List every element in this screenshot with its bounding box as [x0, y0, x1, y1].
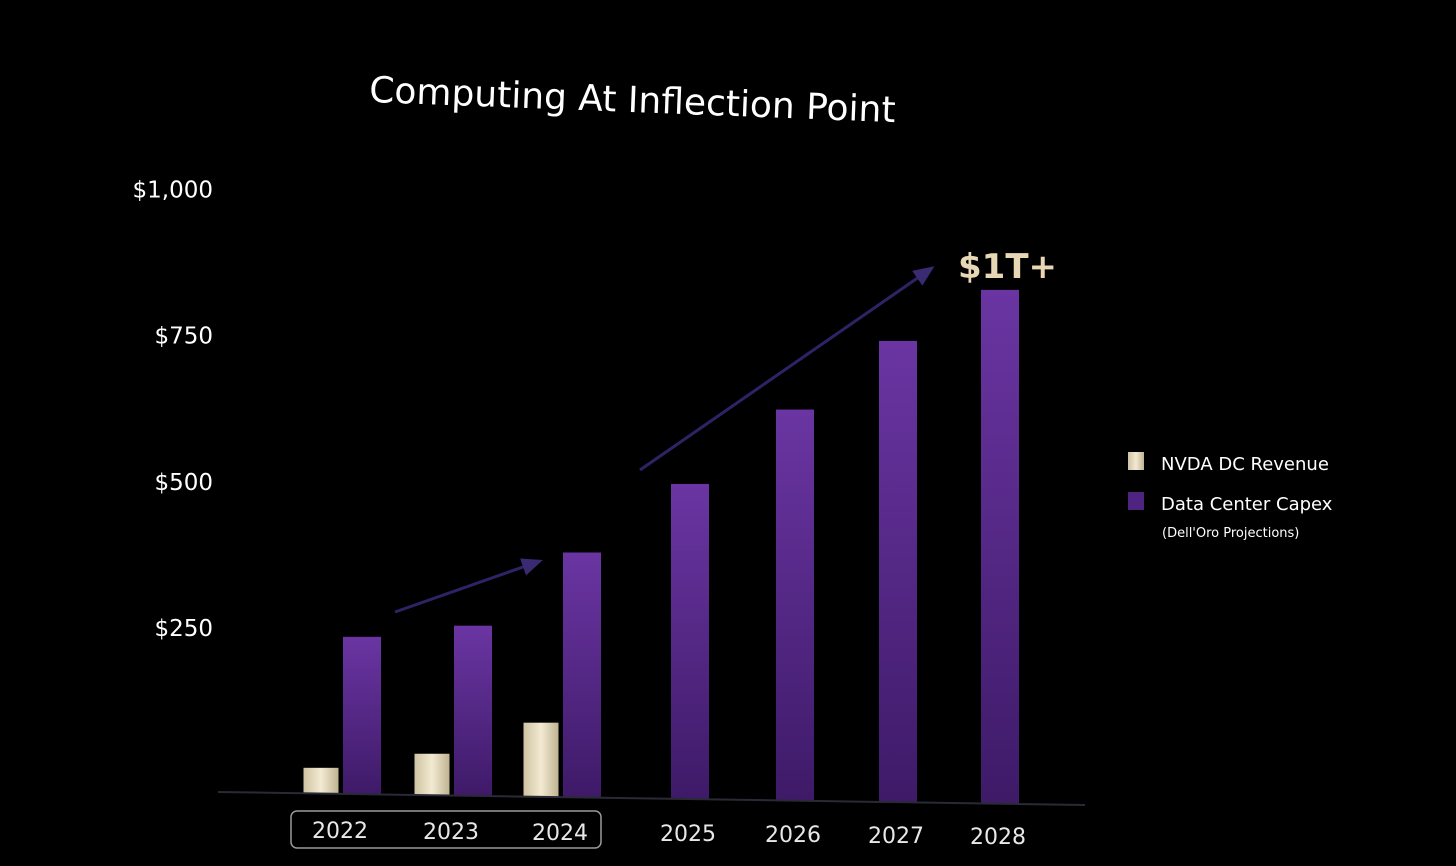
trend-arrow-historical: [394, 558, 543, 614]
legend-note-delloro-projections: (Dell'Oro Projections): [1162, 526, 1299, 541]
bar-data-center-capex-2025: [671, 483, 709, 800]
bar-nvda-dc-revenue-2022: [303, 767, 339, 794]
legend-swatch-data-center-capex: [1128, 492, 1144, 510]
y-tick-label-500: $500: [154, 470, 213, 496]
x-tick-label-2023: 2023: [423, 820, 479, 845]
bar-data-center-capex-2027: [879, 340, 917, 803]
chart-title: Computing At Inflection Point: [369, 70, 897, 131]
bar-data-center-capex-2024: [563, 552, 601, 798]
bar-nvda-dc-revenue-2024: [523, 722, 559, 798]
bar-data-center-capex-2028: [981, 289, 1019, 805]
bars: [303, 289, 1019, 805]
x-tick-label-2025: 2025: [660, 822, 716, 847]
x-tick-label-2024: 2024: [532, 821, 588, 846]
bar-data-center-capex-2026: [776, 409, 814, 801]
x-tick-label-2028: 2028: [970, 825, 1026, 850]
y-axis: $250 $500 $750 $1,000: [133, 177, 213, 642]
legend-label-data-center-capex: Data Center Capex: [1161, 494, 1333, 515]
trend-arrow-projection: [639, 266, 935, 472]
x-axis: 2022 2023 2024 2025 2026 2027 2028: [312, 819, 1026, 850]
x-tick-label-2026: 2026: [765, 823, 821, 848]
legend-entry-data-center-capex: Data Center Capex (Dell'Oro Projections): [1128, 492, 1333, 541]
x-tick-label-2022: 2022: [312, 819, 368, 844]
y-tick-label-1000: $1,000: [133, 177, 213, 203]
y-tick-label-250: $250: [154, 616, 213, 642]
annotation-1t-plus: $1T+: [958, 247, 1057, 287]
bar-data-center-capex-2023: [454, 625, 492, 796]
legend-swatch-nvda-dc-revenue: [1128, 452, 1144, 470]
y-tick-label-750: $750: [154, 324, 213, 350]
legend-entry-nvda-dc-revenue: NVDA DC Revenue: [1128, 452, 1329, 475]
legend-label-nvda-dc-revenue: NVDA DC Revenue: [1161, 454, 1329, 475]
bar-nvda-dc-revenue-2023: [414, 753, 450, 796]
highlight-box-historical-years: [290, 810, 602, 849]
bar-data-center-capex-2022: [343, 636, 381, 795]
trend-arrows: [394, 266, 935, 614]
x-tick-label-2027: 2027: [868, 824, 924, 849]
x-axis-line: [217, 791, 1086, 806]
legend: NVDA DC Revenue Data Center Capex (Dell'…: [1128, 452, 1333, 541]
